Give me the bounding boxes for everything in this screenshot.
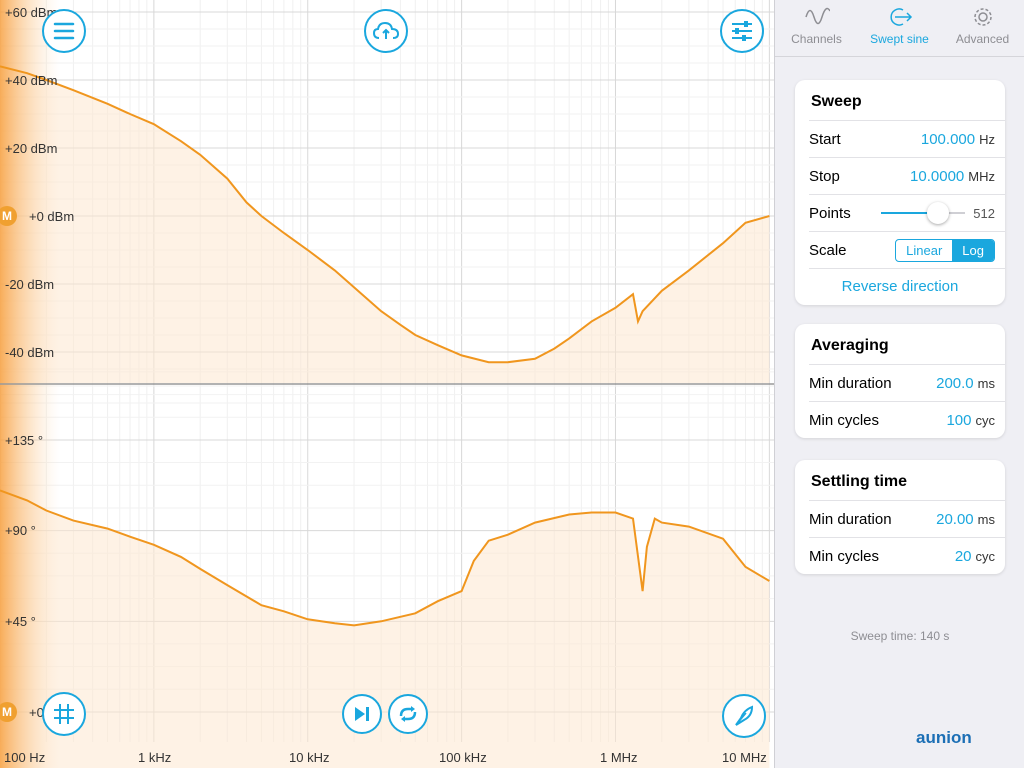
phase-marker[interactable]: M [0, 702, 17, 722]
magnitude-curve-line [0, 65, 770, 364]
averaging-min-cycles-label: Min cycles [809, 411, 880, 429]
averaging-card: Averaging Min duration 200.0 ms Min cycle… [795, 324, 1005, 438]
freq-label-100khz: 100 kHz [439, 750, 487, 765]
averaging-min-duration-value[interactable]: 200.0 [936, 374, 974, 392]
skip-forward-icon [355, 707, 369, 721]
skip-forward-button[interactable] [342, 694, 382, 734]
settling-card: Settling time Min duration 20.00 ms Min c… [795, 460, 1005, 574]
menu-button[interactable] [42, 9, 86, 53]
averaging-min-duration-row[interactable]: Min duration 200.0 ms [809, 364, 1005, 401]
mag-label-minus20: -20 dBm [5, 277, 55, 292]
settling-min-duration-value[interactable]: 20.00 [936, 510, 974, 528]
sidebar: Channels Swept sine Advanced Sweep Start… [774, 0, 1024, 768]
tab-swept-sine[interactable]: Swept sine [858, 0, 941, 56]
grid-icon [54, 704, 74, 724]
phase-label-90: +90 ° [5, 523, 36, 538]
watermark-logo: aunion [916, 728, 972, 747]
scale-linear-option[interactable]: Linear [906, 242, 943, 258]
gear-icon [973, 8, 992, 26]
magnitude-curve-fill [0, 66, 770, 384]
points-slider[interactable] [881, 202, 966, 224]
points-slider-fill [881, 212, 938, 214]
phase-curve-fill [0, 490, 770, 768]
sweep-title: Sweep [811, 93, 862, 110]
sliders-icon [732, 21, 752, 41]
settling-min-cycles-value[interactable]: 20 [954, 547, 972, 565]
grid-button[interactable] [42, 692, 86, 736]
stop-value[interactable]: 10.0000 [910, 167, 965, 185]
mag-label-minus40: -40 dBm [5, 345, 55, 360]
start-row[interactable]: Start 100.000 Hz [809, 120, 1005, 157]
settling-min-duration-label: Min duration [809, 510, 892, 528]
freq-label-10mhz: 10 MHz [722, 750, 767, 765]
settling-title: Settling time [811, 473, 908, 490]
freq-label-100hz: 100 Hz [4, 750, 46, 765]
sidebar-tabs: Channels Swept sine Advanced [775, 0, 1024, 57]
sweep-arrow-icon [889, 8, 912, 26]
mag-label-20: +20 dBm [5, 141, 58, 156]
mag-label-0: +0 dBm [29, 209, 75, 224]
bode-plot [0, 0, 774, 768]
scale-segmented-control: Linear Log [895, 238, 995, 262]
freq-label-1khz: 1 kHz [138, 750, 172, 765]
tab-channels[interactable]: Channels [775, 0, 858, 56]
freq-label-1mhz: 1 MHz [600, 750, 638, 765]
phase-label-135: +135 ° [5, 433, 44, 448]
averaging-min-duration-unit: ms [977, 375, 995, 391]
stop-label: Stop [809, 167, 840, 185]
points-value: 512 [973, 205, 995, 221]
settling-min-cycles-unit: cyc [975, 548, 996, 564]
tab-advanced-label: Advanced [955, 32, 1010, 46]
points-label: Points [809, 204, 851, 222]
averaging-title: Averaging [811, 337, 889, 354]
start-value[interactable]: 100.000 [920, 130, 976, 148]
averaging-min-cycles-row[interactable]: Min cycles 100 cyc [809, 401, 1005, 438]
sweep-time: Sweep time: 140 s [850, 629, 950, 643]
settling-min-duration-unit: ms [977, 511, 995, 527]
probe-icon [735, 705, 754, 726]
scale-row: Scale Linear Log [809, 231, 1005, 268]
tab-advanced[interactable]: Advanced [941, 0, 1024, 56]
settling-min-cycles-label: Min cycles [809, 547, 880, 565]
stop-row[interactable]: Stop 10.0000 MHz [809, 157, 1005, 194]
start-label: Start [809, 130, 841, 148]
phase-label-45: +45 ° [5, 614, 36, 629]
points-slider-track [937, 212, 966, 214]
averaging-min-cycles-unit: cyc [975, 412, 996, 428]
menu-icon [53, 22, 75, 40]
freq-label-10khz: 10 kHz [289, 750, 330, 765]
mag-label-60: +60 dBm [5, 5, 58, 20]
upload-button[interactable] [364, 9, 408, 53]
repeat-button[interactable] [388, 694, 428, 734]
stop-unit: MHz [968, 168, 995, 184]
cloud-upload-icon [373, 21, 399, 39]
probe-button[interactable] [722, 694, 766, 738]
scale-label: Scale [809, 241, 847, 259]
settling-min-cycles-row[interactable]: Min cycles 20 cyc [809, 537, 1005, 574]
sweep-card: Sweep Start 100.000 Hz Stop 10.0000 MHz Po… [795, 80, 1005, 305]
scale-log-option[interactable]: Log [952, 239, 994, 261]
settling-min-duration-row[interactable]: Min duration 20.00 ms [809, 500, 1005, 537]
phase-curve-line [0, 489, 770, 627]
mag-label-40: +40 dBm [5, 73, 58, 88]
magnitude-marker[interactable]: M [0, 206, 17, 226]
averaging-min-duration-label: Min duration [809, 374, 892, 392]
start-unit: Hz [979, 131, 995, 147]
plot-area[interactable]: +60 dBm +40 dBm +20 dBm +0 dBm -20 dBm -… [0, 0, 774, 768]
reverse-direction-button[interactable]: Reverse direction [809, 268, 1005, 305]
tab-channels-label: Channels [791, 32, 842, 46]
points-slider-thumb[interactable] [926, 202, 949, 224]
averaging-min-cycles-value[interactable]: 100 [946, 411, 972, 429]
phase-label-0: +0 [29, 705, 44, 720]
sine-wave-icon [804, 7, 830, 25]
points-row: Points 512 [809, 194, 1005, 231]
tab-swept-sine-label: Swept sine [870, 32, 929, 46]
plot-settings-button[interactable] [720, 9, 764, 53]
repeat-icon [399, 706, 417, 722]
